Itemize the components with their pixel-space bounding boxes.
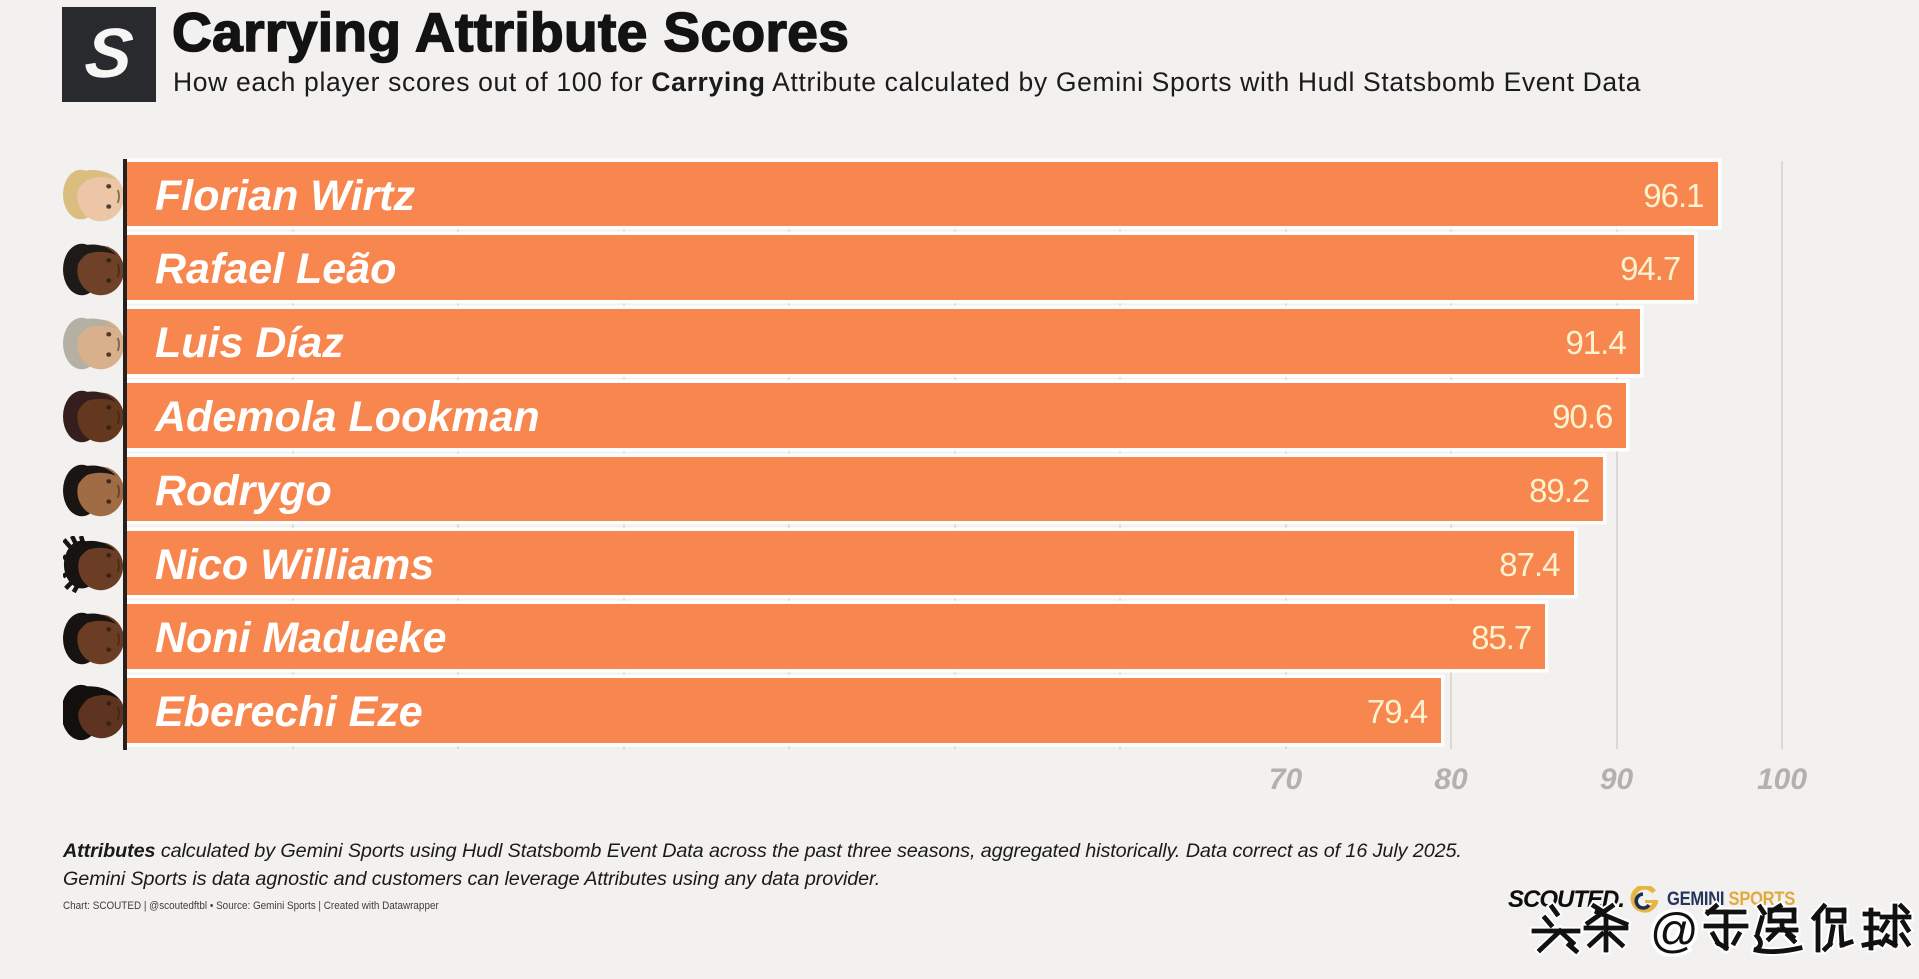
svg-text:@: @ [1650, 905, 1699, 958]
